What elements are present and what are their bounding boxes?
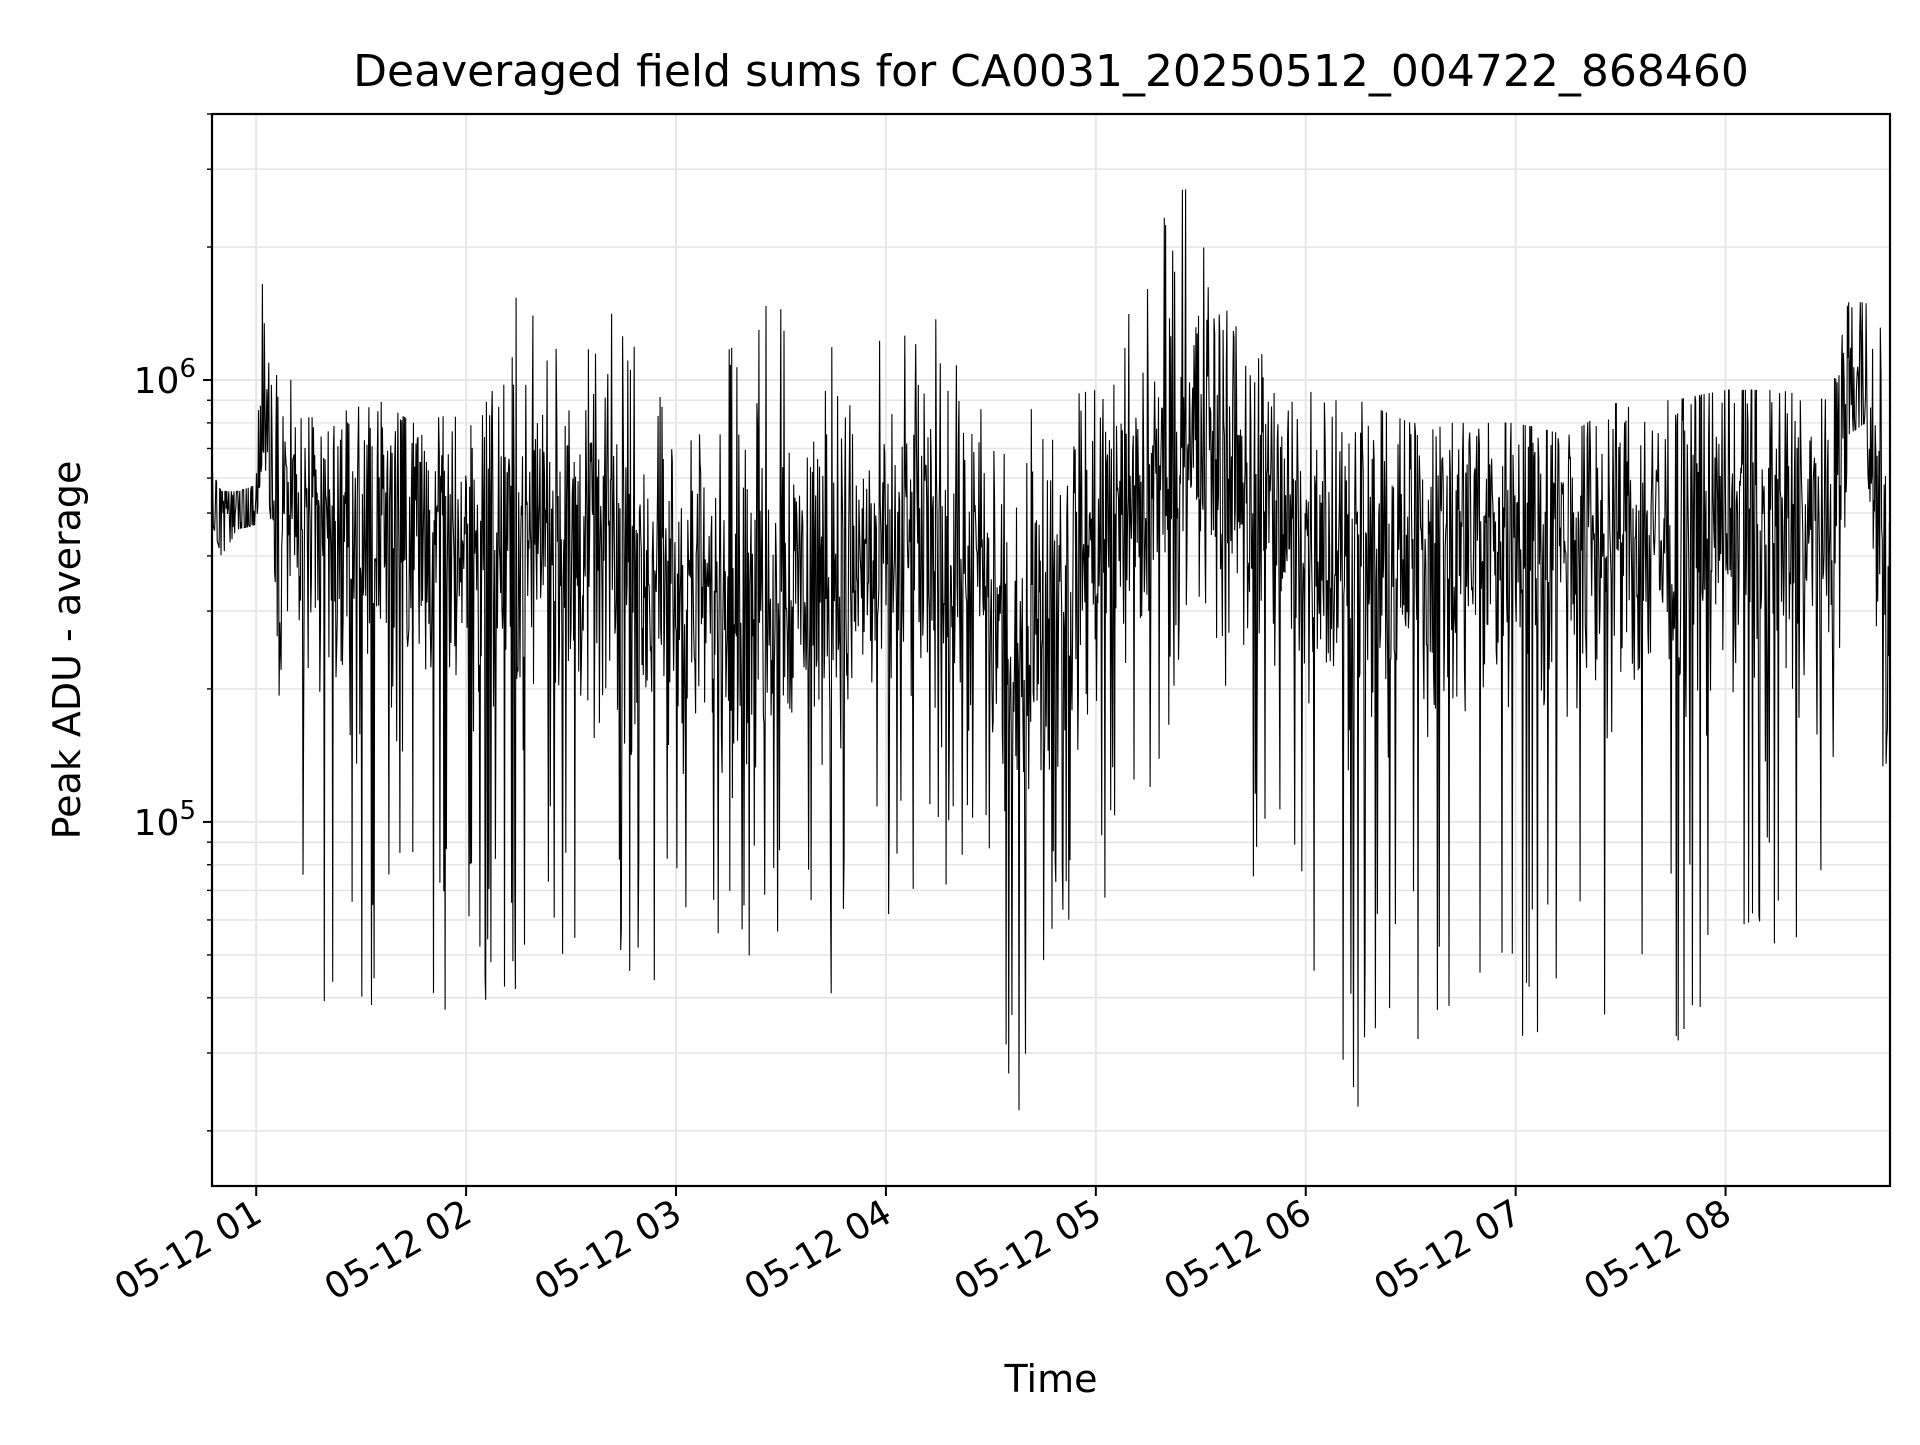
x-axis-label: Time xyxy=(1004,1357,1098,1401)
y-tick-base: 10 xyxy=(134,803,180,844)
chart-title: Deaveraged field sums for CA0031_2025051… xyxy=(353,46,1749,97)
series-line xyxy=(211,189,1891,1111)
y-tick-label: 106 xyxy=(134,354,196,402)
series-layer xyxy=(211,189,1891,1111)
y-tick-label: 105 xyxy=(134,796,196,844)
y-tick-base: 10 xyxy=(134,361,180,402)
y-tick-exponent: 5 xyxy=(179,796,196,826)
y-tick-exponent: 6 xyxy=(179,354,196,384)
y-axis-label: Peak ADU - average xyxy=(45,461,89,840)
plot-area-frame xyxy=(210,112,1892,1188)
